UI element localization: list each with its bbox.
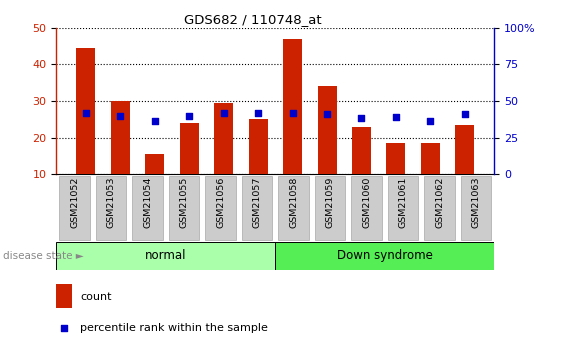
Text: normal: normal bbox=[145, 249, 186, 262]
Point bbox=[357, 115, 366, 120]
FancyBboxPatch shape bbox=[205, 176, 236, 240]
Bar bbox=[214, 103, 233, 174]
Point bbox=[288, 110, 297, 115]
Text: GSM21052: GSM21052 bbox=[70, 177, 79, 228]
Point bbox=[185, 113, 194, 118]
Bar bbox=[249, 119, 267, 174]
Bar bbox=[386, 143, 405, 174]
FancyBboxPatch shape bbox=[425, 176, 455, 240]
FancyBboxPatch shape bbox=[169, 176, 199, 240]
FancyBboxPatch shape bbox=[275, 241, 494, 270]
Point bbox=[323, 111, 332, 117]
Bar bbox=[283, 39, 302, 174]
FancyBboxPatch shape bbox=[242, 176, 272, 240]
FancyBboxPatch shape bbox=[56, 241, 275, 270]
FancyBboxPatch shape bbox=[461, 176, 491, 240]
Text: GSM21063: GSM21063 bbox=[472, 177, 481, 228]
Text: GSM21060: GSM21060 bbox=[362, 177, 371, 228]
Text: GSM21058: GSM21058 bbox=[289, 177, 298, 228]
Bar bbox=[318, 86, 337, 174]
Point bbox=[461, 111, 470, 117]
Text: GSM21061: GSM21061 bbox=[399, 177, 408, 228]
Text: percentile rank within the sample: percentile rank within the sample bbox=[81, 323, 268, 333]
FancyBboxPatch shape bbox=[96, 176, 126, 240]
Bar bbox=[180, 123, 199, 174]
FancyBboxPatch shape bbox=[315, 176, 345, 240]
Point bbox=[391, 114, 400, 120]
Text: GSM21056: GSM21056 bbox=[216, 177, 225, 228]
Text: Down syndrome: Down syndrome bbox=[337, 249, 433, 262]
FancyBboxPatch shape bbox=[388, 176, 418, 240]
Text: GSM21053: GSM21053 bbox=[106, 177, 115, 228]
FancyBboxPatch shape bbox=[132, 176, 163, 240]
Point bbox=[150, 118, 159, 124]
Point bbox=[219, 110, 228, 115]
Text: GSM21062: GSM21062 bbox=[435, 177, 444, 228]
Point bbox=[253, 111, 262, 116]
Bar bbox=[352, 127, 371, 174]
Point bbox=[426, 118, 435, 124]
Text: GSM21055: GSM21055 bbox=[180, 177, 189, 228]
Text: count: count bbox=[81, 292, 112, 302]
FancyBboxPatch shape bbox=[59, 176, 90, 240]
Text: GSM21059: GSM21059 bbox=[325, 177, 334, 228]
Point bbox=[60, 325, 69, 331]
Text: GDS682 / 110748_at: GDS682 / 110748_at bbox=[184, 13, 321, 26]
FancyBboxPatch shape bbox=[278, 176, 309, 240]
Point bbox=[81, 111, 90, 116]
Bar bbox=[76, 48, 95, 174]
Text: GSM21054: GSM21054 bbox=[143, 177, 152, 228]
Bar bbox=[111, 101, 129, 174]
Point bbox=[115, 113, 124, 118]
Bar bbox=[455, 125, 475, 174]
Bar bbox=[421, 143, 440, 174]
Text: disease state ►: disease state ► bbox=[3, 251, 83, 260]
Text: GSM21057: GSM21057 bbox=[253, 177, 262, 228]
FancyBboxPatch shape bbox=[351, 176, 382, 240]
Bar bbox=[145, 154, 164, 174]
Bar bbox=[56, 284, 72, 308]
